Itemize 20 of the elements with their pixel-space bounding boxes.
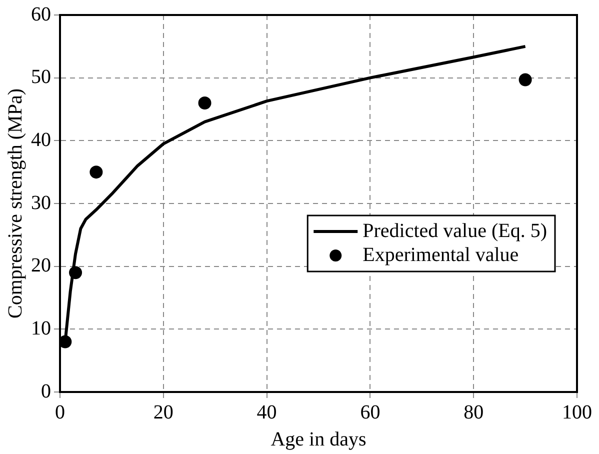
x-tick-label: 100 <box>562 401 592 424</box>
point <box>90 166 103 179</box>
x-tick-label: 40 <box>256 401 277 424</box>
y-tick-label: 20 <box>31 254 51 277</box>
legend-label: Experimental value <box>362 244 519 266</box>
point <box>518 73 532 86</box>
x-axis-title: Age in days <box>270 428 366 450</box>
y-tick-label: 0 <box>41 380 51 402</box>
y-tick-label: 40 <box>31 128 51 151</box>
point <box>198 96 212 110</box>
y-tick-label: 50 <box>31 66 51 88</box>
y-tick-label: 60 <box>31 3 51 26</box>
legend-label: Predicted value (Eq. 5) <box>362 220 547 242</box>
x-tick-label: 20 <box>153 401 174 424</box>
y-axis-title: Compressive strength (MPa) <box>4 88 26 318</box>
x-tick-label: 60 <box>360 401 380 424</box>
y-tick-label: 30 <box>31 192 51 214</box>
x-tick-label: 80 <box>464 401 484 424</box>
y-tick-label: 10 <box>31 317 51 340</box>
x-tick-label: 0 <box>55 401 65 424</box>
